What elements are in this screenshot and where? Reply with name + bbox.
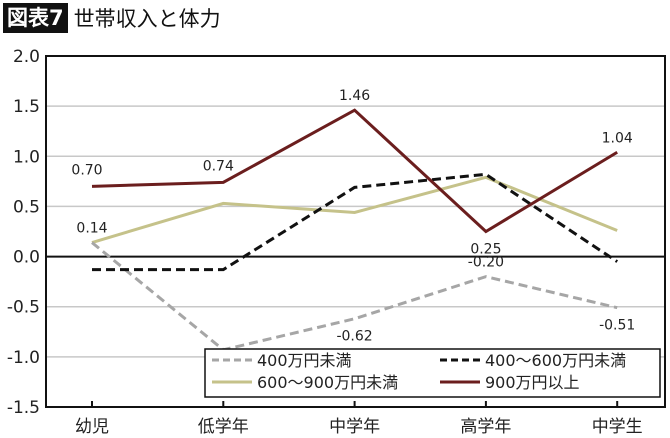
figure-number-badge: 図表7 <box>3 3 68 33</box>
legend-label: 600〜900万円未満 <box>257 373 398 392</box>
series-line-2 <box>91 175 618 244</box>
data-label: -0.20 <box>468 255 504 271</box>
y-tick-label: 2.0 <box>13 47 40 67</box>
series-line-1 <box>92 172 619 272</box>
y-tick-label: 0.0 <box>13 248 40 268</box>
chart-title: 図表7 世帯収入と体力 <box>3 3 221 33</box>
y-tick-label: -1.5 <box>7 398 40 418</box>
data-label: 0.14 <box>76 221 107 237</box>
legend-label: 400〜600万円未満 <box>485 351 626 370</box>
data-label: 1.46 <box>339 88 370 104</box>
data-label: 1.04 <box>602 130 633 146</box>
data-label: -0.51 <box>599 318 635 334</box>
x-tick-label: 低学年 <box>198 417 249 437</box>
series-line-0 <box>91 241 618 352</box>
x-tick-label: 幼児 <box>75 417 109 437</box>
y-tick-label: 1.5 <box>13 97 40 117</box>
legend-label: 900万円以上 <box>485 373 580 392</box>
x-tick-label: 中学生 <box>592 417 643 437</box>
legend <box>204 348 661 398</box>
series-line-3 <box>91 108 618 234</box>
data-label: 0.70 <box>71 162 102 178</box>
title-text: 世帯収入と体力 <box>73 7 221 31</box>
data-label: 0.74 <box>203 158 234 174</box>
data-label: 0.25 <box>470 242 501 258</box>
y-tick-label: -0.5 <box>7 298 40 318</box>
x-tick-label: 中学年 <box>329 417 380 437</box>
y-tick-label: 0.5 <box>13 197 40 217</box>
legend-label: 400万円未満 <box>257 351 352 370</box>
y-tick-label: 1.0 <box>13 147 40 167</box>
x-tick-label: 高学年 <box>460 417 511 437</box>
data-label: -0.62 <box>336 329 372 345</box>
y-tick-label: -1.0 <box>7 348 40 368</box>
